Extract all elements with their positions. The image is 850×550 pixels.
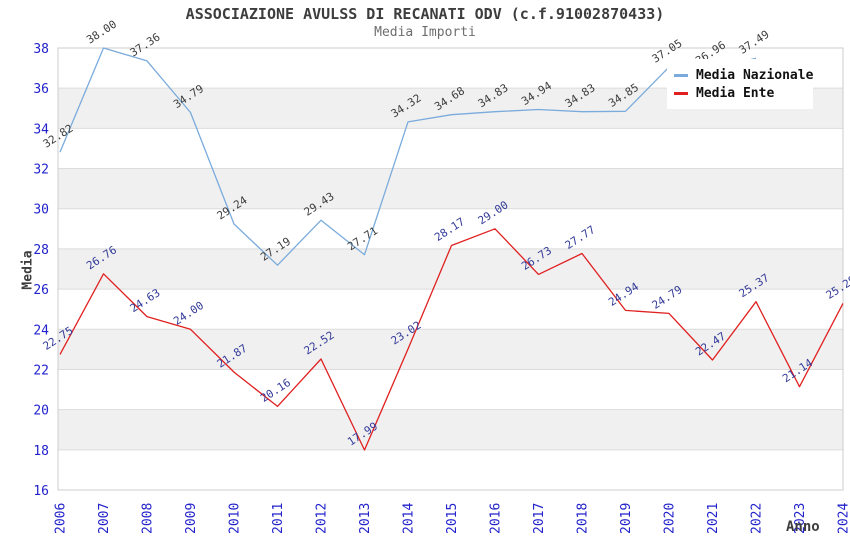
- x-tick-label: 2023: [793, 503, 808, 534]
- y-tick-label: 20: [33, 404, 49, 419]
- background-band: [58, 248, 843, 290]
- y-axis-title: Media: [20, 250, 36, 290]
- series-line-media-ente: [59, 228, 844, 451]
- data-label: 38.00: [84, 18, 119, 47]
- x-tick-label: 2009: [184, 503, 199, 534]
- background-band: [58, 449, 843, 490]
- x-tick-label: 2021: [706, 503, 721, 534]
- y-tick-label: 30: [33, 203, 49, 218]
- y-tick-label: 22: [33, 363, 49, 378]
- x-tick-label: 2011: [271, 503, 286, 534]
- x-tick-label: 2010: [228, 503, 243, 534]
- x-tick-label: 2013: [358, 503, 373, 534]
- chart-subtitle: Media Importi: [374, 25, 476, 40]
- background-band: [58, 329, 843, 370]
- x-tick-label: 2007: [97, 503, 112, 534]
- x-tick-label: 2017: [532, 503, 547, 534]
- background-band: [58, 128, 843, 169]
- y-tick-label: 16: [33, 484, 49, 499]
- legend-item-media-nazionale: Media Nazionale: [674, 66, 813, 84]
- x-tick-label: 2018: [576, 503, 591, 534]
- background-band: [58, 409, 843, 450]
- y-tick-label: 28: [33, 243, 49, 258]
- y-tick-label: 24: [33, 323, 49, 338]
- background-band: [58, 168, 843, 209]
- x-tick-label: 2015: [445, 503, 460, 534]
- x-tick-label: 2008: [141, 503, 156, 534]
- background-band: [58, 208, 843, 249]
- background-band: [58, 369, 843, 410]
- x-tick-label: 2016: [489, 503, 504, 534]
- x-tick-label: 2020: [663, 503, 678, 534]
- legend-item-media-ente: Media Ente: [674, 84, 813, 102]
- x-axis-title: Anno: [786, 519, 820, 535]
- y-tick-label: 26: [33, 283, 49, 298]
- media-nazionale-line-swatch: [674, 73, 688, 77]
- y-tick-label: 18: [33, 444, 49, 459]
- x-tick-label: 2012: [315, 503, 330, 534]
- y-tick-label: 32: [33, 163, 49, 178]
- media-ente-line-swatch: [674, 91, 688, 95]
- y-tick-label: 38: [33, 42, 49, 57]
- legend: Media Nazionale Media Ente: [667, 59, 813, 109]
- legend-label-media-nazionale: Media Nazionale: [696, 67, 814, 83]
- chart-title: ASSOCIAZIONE AVULSS DI RECANATI ODV (c.f…: [185, 5, 665, 23]
- x-tick-label: 2024: [837, 503, 850, 534]
- plot-border: [57, 47, 844, 491]
- x-tick-label: 2022: [750, 503, 765, 534]
- x-tick-label: 2006: [54, 503, 69, 534]
- background-band: [58, 289, 843, 330]
- legend-label-media-ente: Media Ente: [696, 85, 775, 101]
- series-line-media-nazionale: [59, 47, 757, 266]
- y-tick-label: 34: [33, 122, 49, 137]
- x-tick-label: 2014: [402, 503, 417, 534]
- y-tick-label: 36: [33, 82, 49, 97]
- x-tick-label: 2019: [619, 503, 634, 534]
